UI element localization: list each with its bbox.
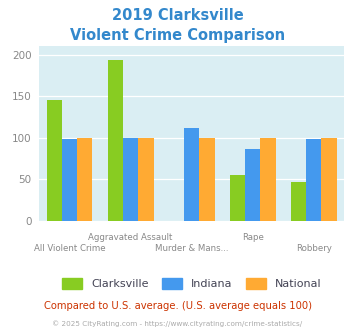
Legend: Clarksville, Indiana, National: Clarksville, Indiana, National bbox=[62, 278, 321, 289]
Bar bbox=[108, 60, 123, 221]
Bar bbox=[47, 100, 62, 221]
Bar bbox=[77, 138, 92, 221]
Bar bbox=[322, 138, 337, 221]
Text: All Violent Crime: All Violent Crime bbox=[34, 244, 105, 253]
Bar bbox=[138, 138, 153, 221]
Bar bbox=[62, 140, 77, 221]
Text: Violent Crime Comparison: Violent Crime Comparison bbox=[70, 28, 285, 43]
Bar bbox=[245, 149, 261, 221]
Bar bbox=[261, 138, 275, 221]
Bar bbox=[123, 138, 138, 221]
Text: 2019 Clarksville: 2019 Clarksville bbox=[111, 8, 244, 23]
Text: © 2025 CityRating.com - https://www.cityrating.com/crime-statistics/: © 2025 CityRating.com - https://www.city… bbox=[53, 321, 302, 327]
Text: Aggravated Assault: Aggravated Assault bbox=[88, 233, 173, 242]
Bar bbox=[291, 182, 306, 221]
Text: Robbery: Robbery bbox=[296, 244, 332, 253]
Bar bbox=[306, 140, 322, 221]
Bar bbox=[184, 128, 200, 221]
Text: Rape: Rape bbox=[242, 233, 264, 242]
Text: Compared to U.S. average. (U.S. average equals 100): Compared to U.S. average. (U.S. average … bbox=[44, 301, 311, 311]
Bar bbox=[200, 138, 214, 221]
Text: Murder & Mans...: Murder & Mans... bbox=[155, 244, 229, 253]
Bar bbox=[230, 175, 245, 221]
